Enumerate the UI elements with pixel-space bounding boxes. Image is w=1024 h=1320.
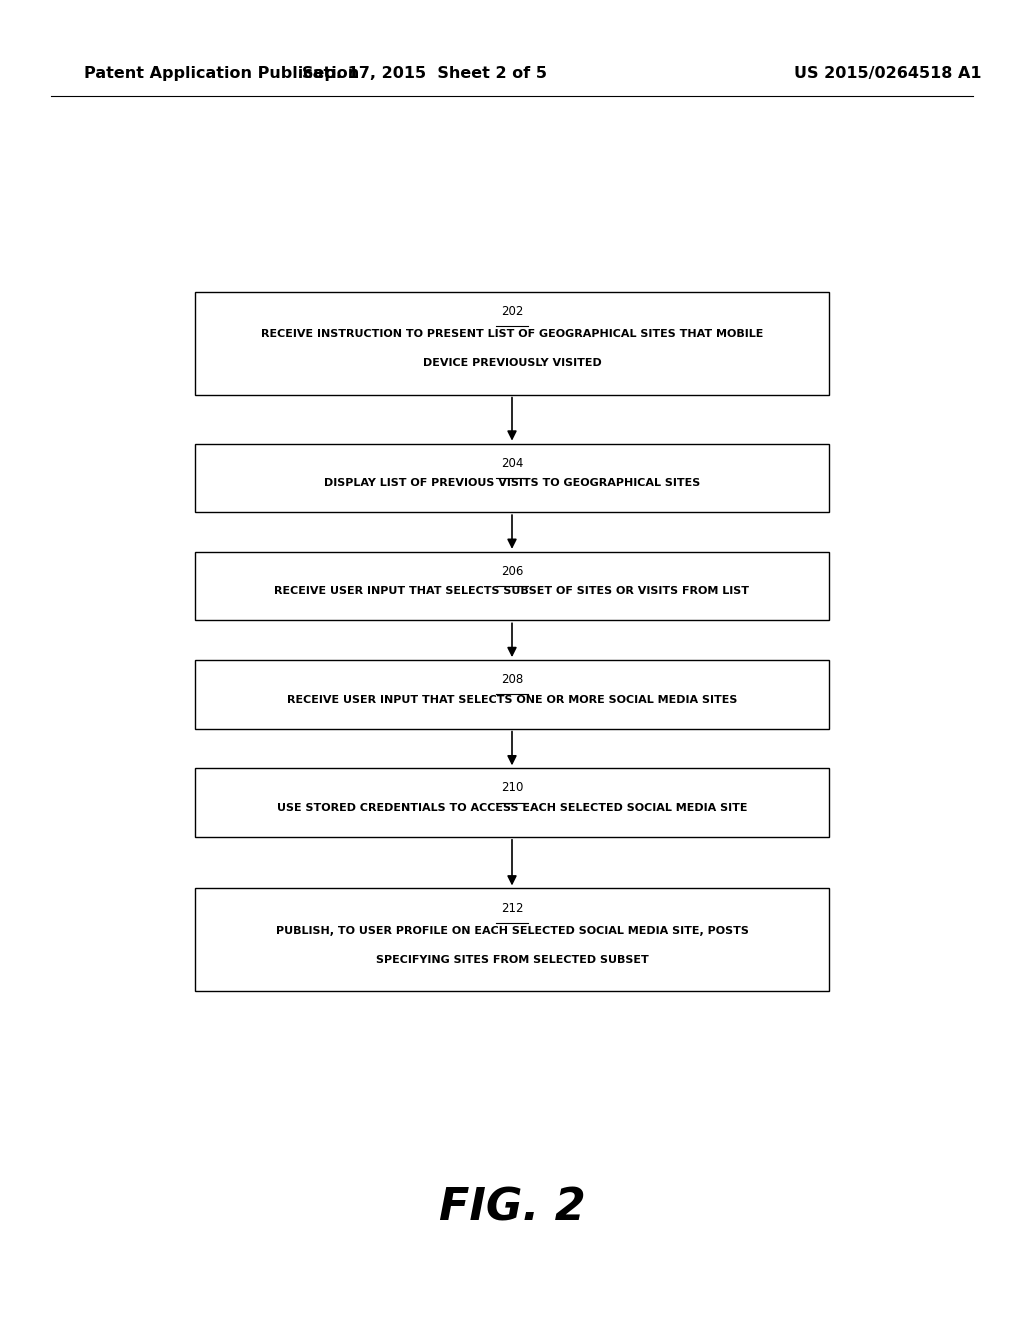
- Bar: [195, 660, 829, 729]
- Bar: [195, 552, 829, 620]
- Bar: [195, 444, 829, 512]
- Text: USE STORED CREDENTIALS TO ACCESS EACH SELECTED SOCIAL MEDIA SITE: USE STORED CREDENTIALS TO ACCESS EACH SE…: [276, 803, 748, 813]
- Text: RECEIVE USER INPUT THAT SELECTS ONE OR MORE SOCIAL MEDIA SITES: RECEIVE USER INPUT THAT SELECTS ONE OR M…: [287, 694, 737, 705]
- Bar: [195, 888, 829, 991]
- Bar: [195, 768, 829, 837]
- Text: PUBLISH, TO USER PROFILE ON EACH SELECTED SOCIAL MEDIA SITE, POSTS: PUBLISH, TO USER PROFILE ON EACH SELECTE…: [275, 925, 749, 936]
- Text: DISPLAY LIST OF PREVIOUS VISITS TO GEOGRAPHICAL SITES: DISPLAY LIST OF PREVIOUS VISITS TO GEOGR…: [324, 478, 700, 488]
- Bar: [195, 292, 829, 395]
- Text: RECEIVE USER INPUT THAT SELECTS SUBSET OF SITES OR VISITS FROM LIST: RECEIVE USER INPUT THAT SELECTS SUBSET O…: [274, 586, 750, 597]
- Text: DEVICE PREVIOUSLY VISITED: DEVICE PREVIOUSLY VISITED: [423, 358, 601, 368]
- Text: Patent Application Publication: Patent Application Publication: [84, 66, 359, 82]
- Text: 202: 202: [501, 305, 523, 318]
- Text: 204: 204: [501, 457, 523, 470]
- Text: Sep. 17, 2015  Sheet 2 of 5: Sep. 17, 2015 Sheet 2 of 5: [302, 66, 548, 82]
- Text: RECEIVE INSTRUCTION TO PRESENT LIST OF GEOGRAPHICAL SITES THAT MOBILE: RECEIVE INSTRUCTION TO PRESENT LIST OF G…: [261, 329, 763, 339]
- Text: FIG. 2: FIG. 2: [438, 1187, 586, 1229]
- Text: US 2015/0264518 A1: US 2015/0264518 A1: [794, 66, 981, 82]
- Text: 212: 212: [501, 902, 523, 915]
- Text: 210: 210: [501, 781, 523, 795]
- Text: 206: 206: [501, 565, 523, 578]
- Text: 208: 208: [501, 673, 523, 686]
- Text: SPECIFYING SITES FROM SELECTED SUBSET: SPECIFYING SITES FROM SELECTED SUBSET: [376, 954, 648, 965]
